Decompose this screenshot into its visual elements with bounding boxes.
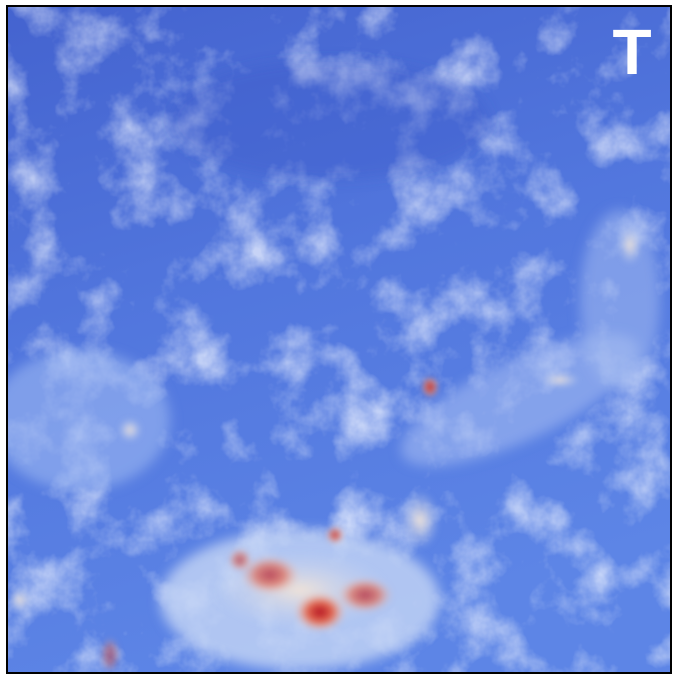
map-figure: T: [0, 0, 677, 677]
panel-label: T: [612, 16, 651, 88]
page: T (() => { const data = JSON.parse(docum…: [0, 0, 677, 677]
heatmap: [0, 6, 671, 673]
